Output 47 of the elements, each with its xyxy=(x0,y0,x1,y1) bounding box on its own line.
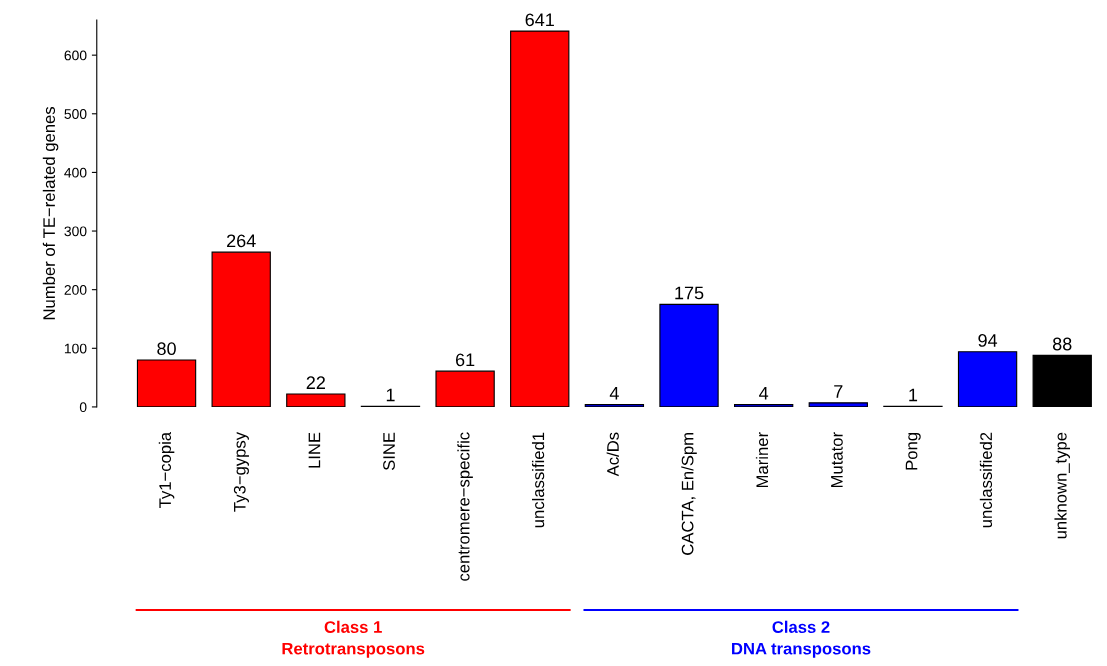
x-tick-label: CACTA, En/Spm xyxy=(681,433,697,555)
y-tick-label: 100 xyxy=(64,343,87,354)
bar xyxy=(584,404,645,407)
text: Class 1 Retrotransposons xyxy=(282,620,425,658)
bar xyxy=(957,351,1018,407)
data-label: 4 xyxy=(759,387,769,400)
data-label: 175 xyxy=(675,286,704,300)
bar xyxy=(659,303,719,407)
x-tick-label: LINE xyxy=(308,432,321,468)
data-label: 1 xyxy=(386,388,395,402)
x-tick-label: Mutator xyxy=(831,432,843,488)
x-tick-label: Mariner xyxy=(755,432,769,488)
bar xyxy=(1032,354,1092,407)
data-label: 88 xyxy=(1052,337,1072,351)
x-tick-label: SINE xyxy=(383,432,395,471)
bar xyxy=(136,359,197,407)
data-label: 4 xyxy=(609,387,619,400)
data-label: 264 xyxy=(227,234,256,248)
y-axis-title: Number of TE−related genes xyxy=(42,106,59,320)
x-tick-label: Ty3−gypsy xyxy=(233,431,249,512)
y-tick-label: 0 xyxy=(79,402,87,413)
x-tick-label: Pong xyxy=(905,433,921,470)
bar xyxy=(211,251,271,407)
y-tick-label: 300 xyxy=(64,226,87,237)
y-tick-label: 200 xyxy=(64,285,87,295)
x-tick-label: Ty1−copia xyxy=(158,431,175,508)
bar xyxy=(286,393,346,407)
text: Class 2 DNA transposons xyxy=(732,620,871,658)
x-tick-label: centromere−specific xyxy=(457,432,473,581)
x-tick-label: Ac/Ds xyxy=(606,432,619,477)
data-label: 641 xyxy=(525,13,554,27)
data-label: 61 xyxy=(455,353,475,367)
y-tick-label: 500 xyxy=(64,109,87,119)
bar xyxy=(733,404,794,407)
bar xyxy=(435,370,495,407)
x-tick-label: unknown_type xyxy=(1054,432,1070,539)
bar xyxy=(808,402,868,407)
data-label: 1 xyxy=(909,388,918,402)
bar xyxy=(510,30,570,407)
y-tick-label: 600 xyxy=(64,50,87,61)
y-tick-label: 400 xyxy=(64,167,87,178)
data-label: 22 xyxy=(306,376,325,389)
data-label: 94 xyxy=(978,334,998,347)
x-tick-label: unclassified1 xyxy=(531,432,545,528)
data-label: 80 xyxy=(157,342,176,356)
x-tick-label: unclassified2 xyxy=(979,432,993,528)
data-label: 7 xyxy=(834,385,843,398)
